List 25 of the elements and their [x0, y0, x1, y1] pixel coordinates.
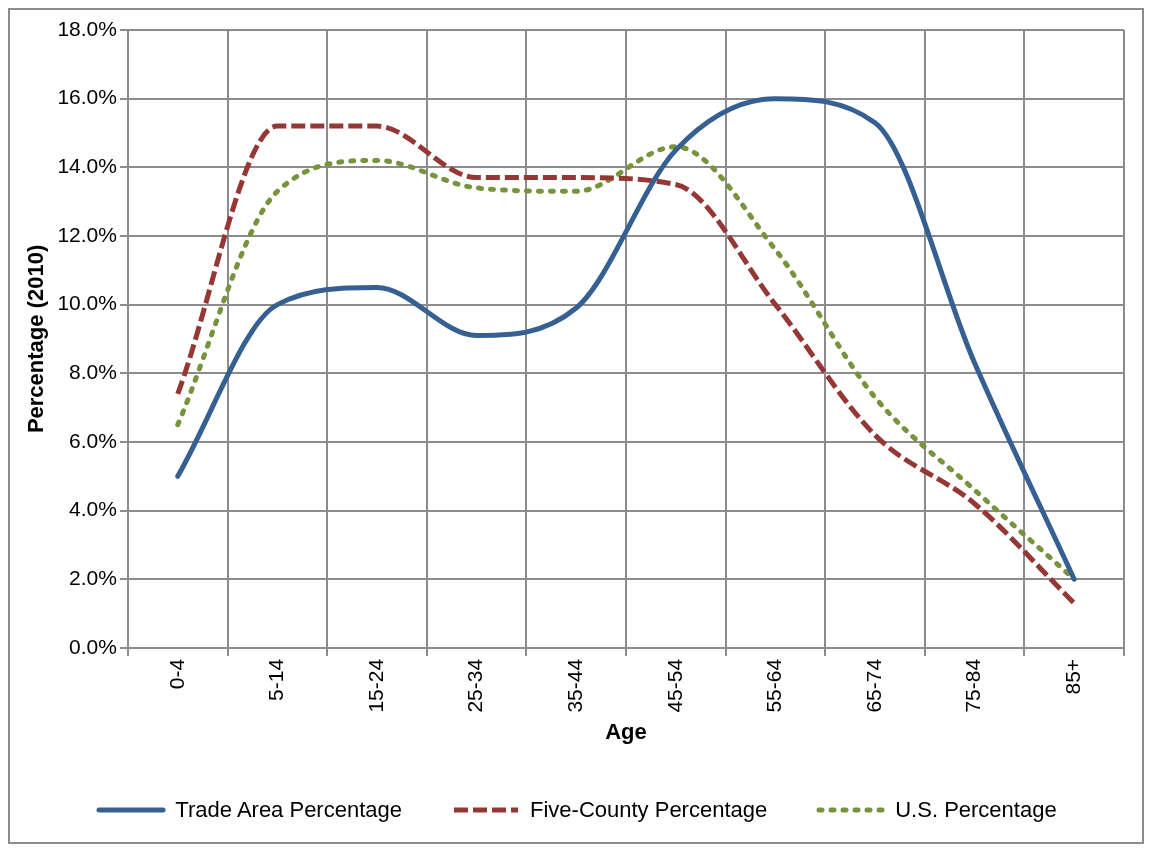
x-tick-label: 35-44: [562, 658, 586, 713]
y-tick-label: 14.0%: [57, 154, 117, 178]
legend-label: Five-County Percentage: [530, 797, 768, 823]
y-tick-label: 8.0%: [69, 360, 117, 384]
legend-label: U.S. Percentage: [895, 797, 1057, 823]
y-tick-label: 2.0%: [69, 566, 117, 590]
y-tick-label: 12.0%: [57, 222, 117, 246]
x-tick-label: 0-4: [164, 658, 188, 690]
x-tick-label: 15-24: [363, 658, 387, 713]
y-tick-label: 0.0%: [69, 634, 117, 658]
x-tick-label: 85+: [1060, 658, 1084, 695]
x-tick-label: 25-34: [463, 658, 487, 713]
x-axis-title: Age: [605, 718, 647, 744]
y-tick-label: 4.0%: [69, 497, 117, 521]
y-tick-label: 16.0%: [57, 85, 117, 109]
x-tick-label: 55-64: [762, 658, 786, 713]
x-tick-label: 75-84: [961, 658, 985, 713]
y-tick-label: 10.0%: [57, 291, 117, 315]
y-tick-label: 6.0%: [69, 428, 117, 452]
legend-label: Trade Area Percentage: [175, 797, 402, 823]
x-tick-label: 65-74: [861, 658, 885, 713]
y-tick-label: 18.0%: [57, 16, 117, 40]
x-tick-label: 45-54: [662, 658, 686, 713]
x-tick-label: 5-14: [264, 658, 288, 701]
y-axis-title: Percentage (2010): [23, 244, 49, 434]
